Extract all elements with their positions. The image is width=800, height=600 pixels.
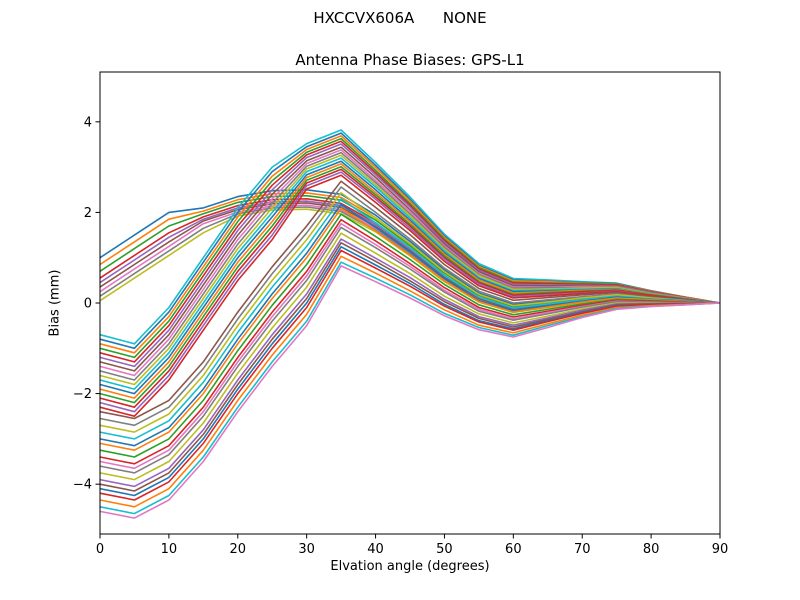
series-line: [99, 198, 721, 440]
x-tick-label: 80: [643, 542, 660, 557]
series-line: [99, 232, 720, 481]
series-line: [99, 168, 721, 409]
y-tick-label: 2: [84, 206, 92, 221]
x-axis-label: Elvation angle (degrees): [330, 559, 490, 574]
x-tick-label: 20: [230, 542, 247, 557]
series-line: [99, 242, 721, 492]
x-tick-label: 10: [161, 542, 178, 557]
figure-suptitle: HXCCVX606A NONE: [313, 9, 487, 27]
axes-title: Antenna Phase Biases: GPS-L1: [295, 51, 525, 69]
x-tick-label: 90: [712, 542, 729, 557]
y-tick-label: 4: [84, 115, 92, 130]
series-line: [99, 255, 721, 508]
y-axis-label: Bias (mm): [47, 269, 63, 337]
x-tick-label: 30: [298, 542, 315, 557]
x-tick-label: 60: [505, 542, 522, 557]
series-line: [99, 207, 721, 452]
series-line: [99, 192, 721, 433]
x-tick-label: 0: [96, 542, 104, 557]
y-tick-label: −2: [73, 387, 92, 402]
y-tick-label: 0: [84, 297, 92, 312]
series-line: [99, 154, 721, 386]
y-tick-label: −4: [73, 478, 92, 493]
x-tick-label: 40: [367, 542, 384, 557]
series-line: [99, 218, 721, 465]
series-line: [99, 180, 721, 420]
series-line: [99, 129, 721, 345]
series-line: [99, 246, 721, 497]
series-line: [99, 265, 721, 519]
x-tick-label: 50: [436, 542, 453, 557]
series-line: [99, 249, 721, 501]
series-line: [99, 203, 721, 447]
series-line: [99, 140, 721, 363]
x-tick-label: 70: [574, 542, 591, 557]
series-line: [99, 261, 721, 515]
series-line: [99, 186, 721, 427]
series-line: [99, 213, 721, 458]
series-line: [99, 238, 720, 488]
series-line: [99, 226, 721, 474]
series-line: [99, 174, 721, 418]
